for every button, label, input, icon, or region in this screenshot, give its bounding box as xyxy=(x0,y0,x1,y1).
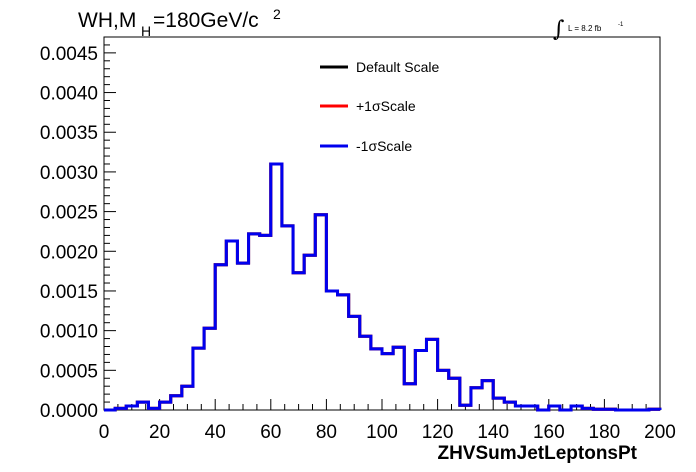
x-tick-label: 20 xyxy=(149,422,170,443)
y-tick-label: 0.0015 xyxy=(40,282,98,303)
y-axis: 0.0000 0.0005 0.0010 0.0015 0.0020 0.0025 0.00… xyxy=(40,36,116,422)
series-line-0 xyxy=(104,162,662,412)
x-tick-label: 80 xyxy=(316,422,337,443)
x-tick-label: 100 xyxy=(366,422,398,443)
x-tick-label: 120 xyxy=(422,422,454,443)
legend-label-default: Default Scale xyxy=(356,59,439,75)
x-tick-label: 140 xyxy=(477,422,509,443)
series-line-2 xyxy=(104,162,662,412)
x-tick-label: 180 xyxy=(589,422,621,443)
series-line-1 xyxy=(104,162,662,412)
legend: Default Scale +1σScale -1σScale xyxy=(320,59,439,154)
y-tick-label: 0.0005 xyxy=(40,361,98,382)
x-tick-label: 0 xyxy=(99,422,110,443)
y-tick-label: 0.0020 xyxy=(40,242,98,263)
legend-label-minus: -1σScale xyxy=(356,138,412,154)
luminosity-label: L = 8.2 fb xyxy=(568,24,602,33)
x-axis-label: ZHVSumJetLeptonsPt xyxy=(437,443,637,464)
chart-title-subscript: H xyxy=(141,23,151,39)
y-tick-label: 0.0045 xyxy=(40,44,98,65)
x-tick-label: 160 xyxy=(533,422,565,443)
y-tick-label: 0.0035 xyxy=(40,123,98,144)
integral-symbol: ∫ xyxy=(553,17,565,42)
y-tick-label: 0.0025 xyxy=(40,203,98,224)
chart-title-superscript: 2 xyxy=(273,6,281,22)
series-layer xyxy=(104,162,662,412)
x-tick-label: 60 xyxy=(260,422,281,443)
chart-title-rest: =180GeV/c xyxy=(153,9,259,32)
x-tick-label: 40 xyxy=(205,422,226,443)
y-tick-label: 0.0030 xyxy=(40,163,98,184)
x-axis: 0 20 40 60 80 100 120 140 160 180 200 xyxy=(99,399,676,443)
y-tick-label: 0.0010 xyxy=(40,322,98,343)
legend-label-plus: +1σScale xyxy=(356,98,416,114)
x-tick-label: 200 xyxy=(644,422,676,443)
chart-title: WH,M xyxy=(78,9,136,32)
y-tick-label: 0.0040 xyxy=(40,84,98,105)
y-tick-label: 0.0000 xyxy=(40,401,98,422)
luminosity-superscript: -1 xyxy=(618,22,624,28)
